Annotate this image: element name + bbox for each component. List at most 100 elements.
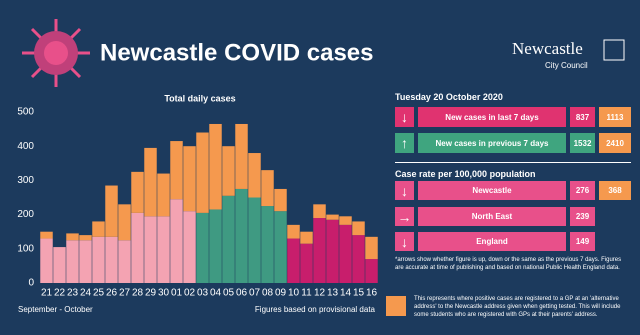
rate-label: North East xyxy=(418,207,566,226)
bar-segment xyxy=(300,243,313,283)
bar-segment xyxy=(261,206,274,283)
bar-segment xyxy=(287,224,300,239)
x-tick-label: 14 xyxy=(340,288,352,299)
logo-sub: City Council xyxy=(545,61,588,70)
bar-segment xyxy=(313,218,326,283)
legend-swatch xyxy=(386,296,406,316)
bar-segment xyxy=(157,173,170,217)
arrow-right: → xyxy=(395,207,414,226)
x-tick-label: 29 xyxy=(145,288,157,299)
stat-alt-value: 2410 xyxy=(599,133,631,153)
bar-segment xyxy=(53,247,66,283)
bar-segment xyxy=(92,221,105,237)
bar-segment xyxy=(339,224,352,283)
rate-value: 149 xyxy=(570,232,595,251)
virus-icon xyxy=(22,19,90,87)
bar-segment xyxy=(274,211,287,283)
y-tick-label: 500 xyxy=(17,107,34,118)
rate-value: 239 xyxy=(570,207,595,226)
x-tick-label: 21 xyxy=(41,288,53,299)
bar-segment xyxy=(40,231,53,239)
x-tick-label: 05 xyxy=(223,288,235,299)
arrow-down: ↓ xyxy=(395,107,414,127)
x-tick-label: 04 xyxy=(210,288,222,299)
bar-segment xyxy=(365,236,378,260)
x-tick-label: 02 xyxy=(184,288,196,299)
bar-segment xyxy=(222,146,235,196)
panel-date: Tuesday 20 October 2020 xyxy=(395,92,503,102)
page-title: Newcastle COVID cases xyxy=(100,39,373,66)
bar-segment xyxy=(144,147,157,217)
x-tick-label: 26 xyxy=(106,288,118,299)
x-tick-label: 22 xyxy=(54,288,66,299)
bar-segment xyxy=(339,216,352,225)
bar-segment xyxy=(66,233,79,241)
bar-segment xyxy=(170,141,183,200)
logo-name: Newcastle xyxy=(512,39,583,58)
bar-segment xyxy=(157,216,170,283)
arrow-up: ↑ xyxy=(395,133,414,153)
bar-segment xyxy=(196,212,209,283)
bar-segment xyxy=(105,185,118,237)
x-tick-label: 24 xyxy=(80,288,92,299)
stat-alt-value: 1113 xyxy=(599,107,631,127)
bar-segment xyxy=(118,204,131,241)
x-tick-label: 12 xyxy=(314,288,326,299)
logo-crest xyxy=(603,39,625,61)
bar-segment xyxy=(209,209,222,283)
chart-note: Figures based on provisional data xyxy=(255,305,376,314)
bar-segment xyxy=(105,236,118,283)
x-tick-label: 30 xyxy=(158,288,170,299)
bar-segment xyxy=(248,153,261,198)
divider xyxy=(395,162,631,163)
bar-segment xyxy=(92,236,105,283)
bar-segment xyxy=(183,211,196,283)
bar-segment xyxy=(131,212,144,283)
y-tick-label: 200 xyxy=(17,209,34,220)
bar-segment xyxy=(66,240,79,283)
rate-value: 276 xyxy=(570,181,595,200)
bar-segment xyxy=(131,171,144,213)
bar-segment xyxy=(196,132,209,213)
bar-segment xyxy=(287,238,300,283)
bar-segment xyxy=(40,238,53,283)
bar-segment xyxy=(222,195,235,283)
footnote: *arrows show whether figure is up, down … xyxy=(395,257,622,271)
rate-label: Newcastle xyxy=(418,181,566,200)
bar-segment xyxy=(209,123,222,210)
x-tick-label: 06 xyxy=(236,288,248,299)
y-tick-label: 300 xyxy=(17,175,34,186)
x-tick-label: 07 xyxy=(249,288,261,299)
arrow-down: ↓ xyxy=(395,181,414,200)
rate-label: England xyxy=(418,232,566,251)
bar-segment xyxy=(365,259,378,283)
x-tick-label: 09 xyxy=(275,288,287,299)
x-axis-label: September - October xyxy=(18,305,93,314)
stat-label: New cases in previous 7 days xyxy=(418,133,566,153)
x-tick-label: 28 xyxy=(132,288,144,299)
bar-segment xyxy=(326,219,339,283)
x-tick-label: 01 xyxy=(171,288,183,299)
x-tick-label: 23 xyxy=(67,288,79,299)
stat-value: 1532 xyxy=(570,133,595,153)
x-tick-label: 16 xyxy=(366,288,378,299)
x-tick-label: 11 xyxy=(301,288,312,299)
bar-segment xyxy=(326,214,339,220)
y-tick-label: 400 xyxy=(17,141,34,152)
bar-segment xyxy=(352,235,365,283)
stat-value: 837 xyxy=(570,107,595,127)
stat-label: New cases in last 7 days xyxy=(418,107,566,127)
chart-title: Total daily cases xyxy=(164,93,235,103)
bar-segment xyxy=(235,123,248,189)
y-tick-label: 100 xyxy=(17,243,34,254)
x-tick-label: 25 xyxy=(93,288,105,299)
bar-segment xyxy=(261,170,274,207)
bar-segment xyxy=(170,199,183,283)
bar-segment xyxy=(144,216,157,283)
bar-segment xyxy=(313,204,326,219)
bar-segment xyxy=(274,188,287,212)
bar-segment xyxy=(79,235,92,241)
legend-note: This represents where positive cases are… xyxy=(414,296,621,318)
